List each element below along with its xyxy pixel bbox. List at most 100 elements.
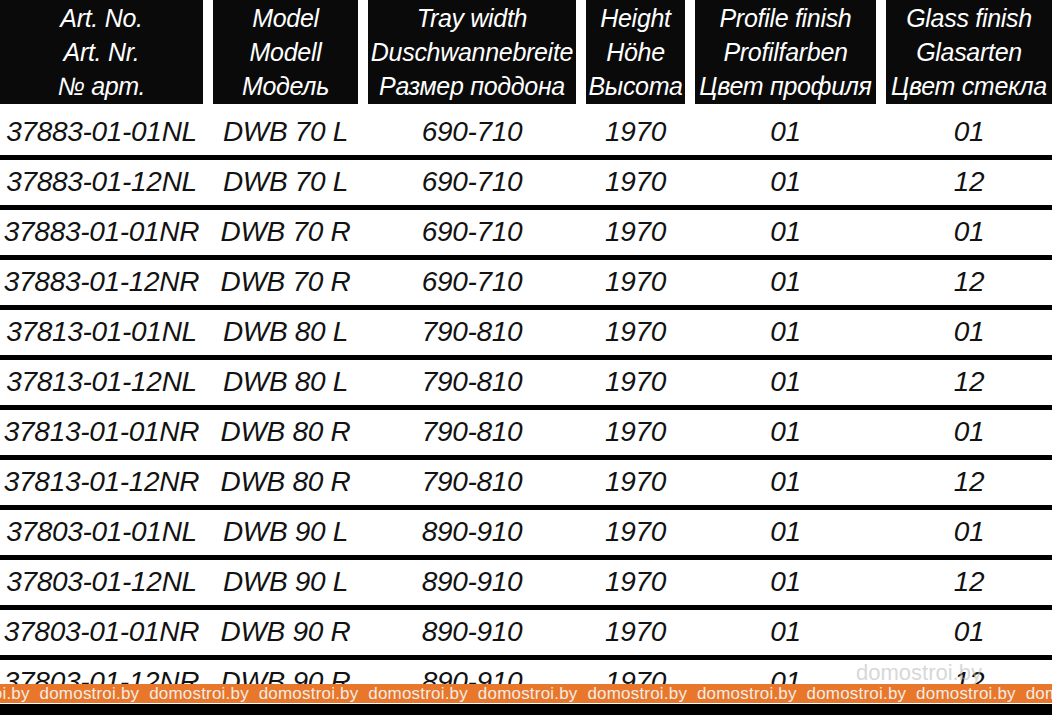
table-row: 37813-01-12NRDWB 80 R790-81019700112 bbox=[0, 460, 1052, 510]
table-cell-model: DWB 70 L bbox=[213, 160, 358, 205]
table-cell-glass-finish: 12 bbox=[886, 560, 1052, 605]
table-cell-height: 1970 bbox=[586, 110, 685, 155]
table-cell-model: DWB 70 L bbox=[213, 110, 358, 155]
table-cell-tray-width: 690-710 bbox=[368, 110, 576, 155]
table-cell-art-no: 37813-01-01NL bbox=[0, 310, 203, 355]
table-cell-glass-finish: 12 bbox=[886, 160, 1052, 205]
table-row: 37883-01-01NLDWB 70 L690-71019700101 bbox=[0, 110, 1052, 160]
table-cell-tray-width: 790-810 bbox=[368, 460, 576, 505]
table-cell-tray-width: 690-710 bbox=[368, 160, 576, 205]
header-line: Duschwannebreite bbox=[371, 35, 573, 69]
header-line: Glasarten bbox=[916, 35, 1022, 69]
table-cell-model: DWB 80 L bbox=[213, 360, 358, 405]
table-cell-model: DWB 80 R bbox=[213, 460, 358, 505]
table-cell-height: 1970 bbox=[586, 210, 685, 255]
table-cell-tray-width: 890-910 bbox=[368, 560, 576, 605]
table-cell-art-no: 37813-01-01NR bbox=[0, 410, 203, 455]
header-line: Цвет профиля bbox=[699, 69, 871, 103]
table-row: 37883-01-01NRDWB 70 R690-71019700101 bbox=[0, 210, 1052, 260]
table-cell-profile-finish: 01 bbox=[695, 260, 876, 305]
table-cell-glass-finish: 01 bbox=[886, 310, 1052, 355]
table-cell-height: 1970 bbox=[586, 360, 685, 405]
watermark-bar: domostroi.by domostroi.by domostroi.by d… bbox=[0, 684, 1052, 703]
table-body: 37883-01-01NLDWB 70 L690-710197001013788… bbox=[0, 110, 1052, 710]
table-cell-profile-finish: 01 bbox=[695, 160, 876, 205]
header-line: № арт. bbox=[58, 69, 146, 103]
table-cell-height: 1970 bbox=[586, 460, 685, 505]
header-cell-tray-width: Tray widthDuschwannebreiteРазмер поддона bbox=[368, 0, 576, 104]
spec-table-page: Art. No.Art. Nr.№ арт.ModelModellМодельT… bbox=[0, 0, 1052, 715]
table-cell-height: 1970 bbox=[586, 260, 685, 305]
table-cell-glass-finish: 01 bbox=[886, 610, 1052, 655]
table-cell-tray-width: 790-810 bbox=[368, 410, 576, 455]
table-cell-glass-finish: 12 bbox=[886, 260, 1052, 305]
table-row: 37803-01-12NLDWB 90 L890-91019700112 bbox=[0, 560, 1052, 610]
table-cell-glass-finish: 01 bbox=[886, 210, 1052, 255]
table-cell-profile-finish: 01 bbox=[695, 360, 876, 405]
table-cell-art-no: 37813-01-12NR bbox=[0, 460, 203, 505]
table-cell-model: DWB 70 R bbox=[213, 260, 358, 305]
table-cell-model: DWB 80 L bbox=[213, 310, 358, 355]
table-row: 37813-01-12NLDWB 80 L790-81019700112 bbox=[0, 360, 1052, 410]
header-line: Profilfarben bbox=[723, 35, 847, 69]
header-line: Размер поддона bbox=[379, 69, 565, 103]
table-cell-profile-finish: 01 bbox=[695, 310, 876, 355]
table-row: 37803-01-01NLDWB 90 L890-91019700101 bbox=[0, 510, 1052, 560]
table-cell-tray-width: 690-710 bbox=[368, 210, 576, 255]
table-row: 37883-01-12NLDWB 70 L690-71019700112 bbox=[0, 160, 1052, 210]
table-cell-profile-finish: 01 bbox=[695, 410, 876, 455]
header-cell-model: ModelModellМодель bbox=[213, 0, 358, 104]
table-cell-art-no: 37803-01-01NL bbox=[0, 510, 203, 555]
table-cell-height: 1970 bbox=[586, 410, 685, 455]
faint-watermark-text: domostroi.by bbox=[856, 660, 982, 686]
table-cell-glass-finish: 12 bbox=[886, 460, 1052, 505]
header-line: Modell bbox=[250, 35, 322, 69]
table-cell-art-no: 37883-01-01NR bbox=[0, 210, 203, 255]
table-cell-model: DWB 90 L bbox=[213, 510, 358, 555]
table-cell-art-no: 37883-01-01NL bbox=[0, 110, 203, 155]
table-cell-height: 1970 bbox=[586, 160, 685, 205]
header-line: Art. No. bbox=[60, 1, 142, 35]
header-cell-art-no: Art. No.Art. Nr.№ арт. bbox=[0, 0, 203, 104]
table-cell-profile-finish: 01 bbox=[695, 210, 876, 255]
header-line: Высота bbox=[588, 69, 682, 103]
table-cell-glass-finish: 01 bbox=[886, 510, 1052, 555]
table-cell-tray-width: 790-810 bbox=[368, 360, 576, 405]
header-line: Height bbox=[600, 1, 670, 35]
table-cell-glass-finish: 01 bbox=[886, 410, 1052, 455]
watermark-repeat-text: domostroi.by domostroi.by domostroi.by d… bbox=[0, 684, 1052, 703]
header-line: Glass finish bbox=[906, 1, 1032, 35]
table-cell-model: DWB 90 R bbox=[213, 610, 358, 655]
table-cell-profile-finish: 01 bbox=[695, 510, 876, 555]
header-line: Цвет стекла bbox=[891, 69, 1047, 103]
table-row: 37813-01-01NRDWB 80 R790-81019700101 bbox=[0, 410, 1052, 460]
header-line: Модель bbox=[242, 69, 329, 103]
table-row: 37813-01-01NLDWB 80 L790-81019700101 bbox=[0, 310, 1052, 360]
table-cell-model: DWB 70 R bbox=[213, 210, 358, 255]
table-cell-art-no: 37813-01-12NL bbox=[0, 360, 203, 405]
table-cell-art-no: 37883-01-12NL bbox=[0, 160, 203, 205]
header-line: Tray width bbox=[417, 1, 527, 35]
table-row: 37883-01-12NRDWB 70 R690-71019700112 bbox=[0, 260, 1052, 310]
table-cell-profile-finish: 01 bbox=[695, 610, 876, 655]
table-cell-art-no: 37803-01-12NL bbox=[0, 560, 203, 605]
bottom-border bbox=[0, 704, 1052, 715]
table-cell-glass-finish: 01 bbox=[886, 110, 1052, 155]
table-cell-glass-finish: 12 bbox=[886, 360, 1052, 405]
table-cell-tray-width: 790-810 bbox=[368, 310, 576, 355]
table-row: 37803-01-01NRDWB 90 R890-91019700101 bbox=[0, 610, 1052, 660]
table-cell-tray-width: 890-910 bbox=[368, 610, 576, 655]
table-cell-profile-finish: 01 bbox=[695, 460, 876, 505]
table-cell-art-no: 37803-01-01NR bbox=[0, 610, 203, 655]
table-cell-height: 1970 bbox=[586, 610, 685, 655]
table-header: Art. No.Art. Nr.№ арт.ModelModellМодельT… bbox=[0, 0, 1052, 104]
header-line: Höhe bbox=[606, 35, 665, 69]
table-cell-art-no: 37883-01-12NR bbox=[0, 260, 203, 305]
table-cell-height: 1970 bbox=[586, 510, 685, 555]
header-line: Model bbox=[252, 1, 319, 35]
table-cell-profile-finish: 01 bbox=[695, 560, 876, 605]
table-cell-height: 1970 bbox=[586, 310, 685, 355]
header-cell-profile-finish: Profile finishProfilfarbenЦвет профиля bbox=[695, 0, 876, 104]
header-cell-glass-finish: Glass finishGlasartenЦвет стекла bbox=[886, 0, 1052, 104]
header-cell-height: HeightHöheВысота bbox=[586, 0, 685, 104]
